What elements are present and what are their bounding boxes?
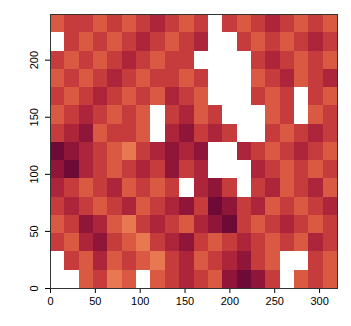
svg-text:150: 150 (176, 295, 194, 307)
svg-text:100: 100 (131, 295, 149, 307)
svg-text:300: 300 (310, 295, 328, 307)
svg-text:250: 250 (266, 295, 284, 307)
svg-text:50: 50 (28, 225, 40, 237)
svg-text:0: 0 (28, 285, 40, 291)
svg-text:150: 150 (28, 108, 40, 126)
svg-text:50: 50 (89, 295, 101, 307)
svg-text:200: 200 (221, 295, 239, 307)
svg-text:200: 200 (28, 51, 40, 69)
svg-text:0: 0 (47, 295, 53, 307)
svg-text:100: 100 (28, 165, 40, 183)
